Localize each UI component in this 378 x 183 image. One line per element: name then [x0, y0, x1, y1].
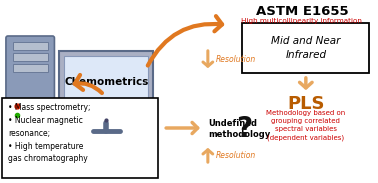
- Text: Chemometrics: Chemometrics: [64, 77, 149, 87]
- Text: Resolution: Resolution: [216, 150, 256, 160]
- Text: ?: ?: [236, 115, 253, 143]
- FancyBboxPatch shape: [13, 53, 48, 61]
- Text: Methodology based on
grouping correlated
spectral variables
(dependent variables: Methodology based on grouping correlated…: [266, 110, 345, 141]
- FancyBboxPatch shape: [243, 23, 369, 73]
- Text: High multicollinearity information: High multicollinearity information: [242, 18, 363, 24]
- FancyBboxPatch shape: [59, 51, 153, 123]
- FancyBboxPatch shape: [59, 116, 153, 123]
- Text: Resolution: Resolution: [216, 55, 256, 64]
- FancyBboxPatch shape: [64, 56, 149, 112]
- FancyBboxPatch shape: [13, 64, 48, 72]
- Text: ASTM E1655: ASTM E1655: [256, 5, 348, 18]
- Text: Undefined
methodology: Undefined methodology: [208, 119, 270, 139]
- Text: • Mass spectrometry;
• Nuclear magnetic
resonance;
• High temperature
gas chroma: • Mass spectrometry; • Nuclear magnetic …: [8, 103, 90, 163]
- Text: Mid and Near
Infrared: Mid and Near Infrared: [271, 36, 341, 60]
- FancyBboxPatch shape: [2, 98, 158, 178]
- FancyBboxPatch shape: [13, 42, 48, 50]
- Text: PLS: PLS: [287, 95, 325, 113]
- FancyBboxPatch shape: [6, 36, 54, 130]
